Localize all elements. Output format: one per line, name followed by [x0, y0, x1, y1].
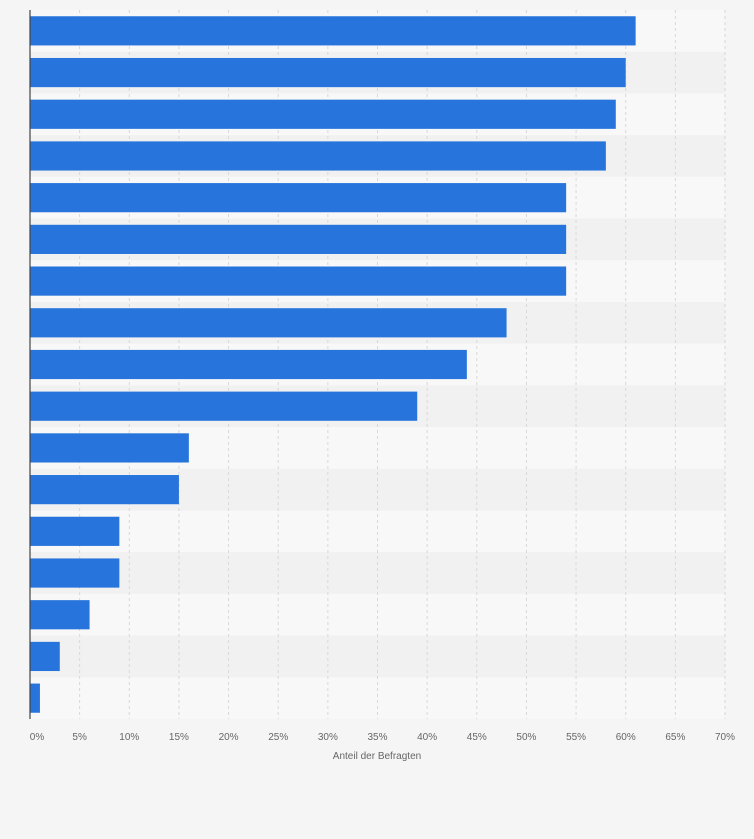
bar — [30, 683, 40, 713]
bar — [30, 57, 626, 88]
bar — [30, 641, 60, 672]
bar — [30, 141, 606, 171]
bar — [30, 266, 567, 296]
bar — [30, 16, 636, 46]
x-tick-label: 65% — [665, 732, 685, 743]
bar — [30, 99, 616, 129]
x-tick-label: 40% — [417, 732, 437, 743]
x-tick-labels: 0% 5% 10% 15% 20% 25% 30% 35% 40% 45% 50% 55% 60% 65%… — [30, 732, 735, 743]
x-tick-label: 25% — [268, 732, 288, 743]
x-axis-title: Anteil der Befragten — [333, 751, 421, 762]
x-tick-label: 60% — [616, 732, 636, 743]
bar — [30, 308, 507, 338]
bar — [30, 433, 189, 463]
x-tick-label: 5% — [72, 732, 87, 743]
bar — [30, 183, 567, 213]
bar — [30, 475, 179, 505]
x-tick-label: 20% — [219, 732, 239, 743]
x-tick-label: 35% — [367, 732, 387, 743]
bar — [30, 558, 120, 588]
x-tick-label: 15% — [169, 732, 189, 743]
bar — [30, 391, 418, 421]
x-tick-label: 0% — [30, 732, 45, 743]
bar — [30, 349, 467, 380]
x-tick-label: 10% — [119, 732, 139, 743]
x-tick-label: 70% — [715, 732, 735, 743]
bar — [30, 516, 120, 546]
x-tick-label: 50% — [516, 732, 536, 743]
x-tick-label: 30% — [318, 732, 338, 743]
x-tick-label: 45% — [467, 732, 487, 743]
bars — [30, 16, 636, 713]
bar — [30, 600, 90, 630]
x-tick-label: 55% — [566, 732, 586, 743]
bar — [30, 224, 567, 254]
